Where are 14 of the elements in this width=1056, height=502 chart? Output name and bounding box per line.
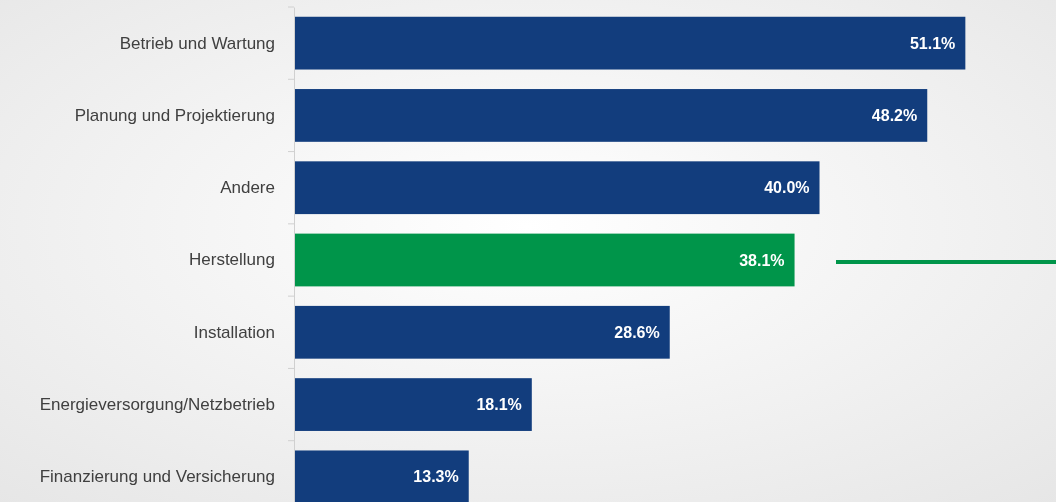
y-tick-label: Herstellung	[189, 250, 275, 270]
data-label: 48.2%	[871, 107, 918, 125]
y-tick-label: Energieversorgung/Netzbetrieb	[39, 395, 275, 415]
data-label: 40.0%	[764, 179, 810, 197]
data-label: 38.1%	[739, 251, 785, 269]
data-label: 18.1%	[476, 396, 522, 414]
y-tick-label: Installation	[193, 322, 275, 342]
y-tick-label: Planung und Projektierung	[74, 105, 275, 125]
y-tick-label: Andere	[220, 178, 275, 198]
y-tick-label: Finanzierung und Versicherung	[39, 467, 275, 487]
data-label: 28.6%	[614, 323, 660, 341]
y-tick-label: Betrieb und Wartung	[119, 33, 275, 53]
data-label: 51.1%	[909, 34, 956, 52]
data-label: 13.3%	[413, 468, 459, 486]
